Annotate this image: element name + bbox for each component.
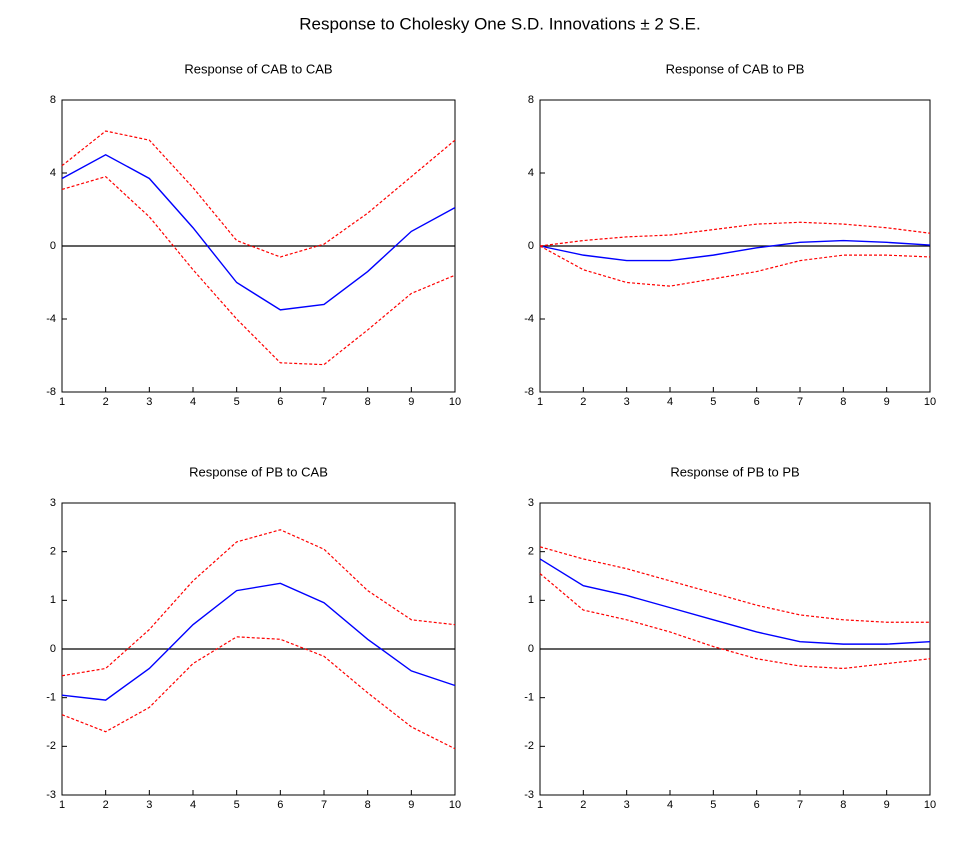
x-tick-label: 1 (59, 396, 65, 408)
y-tick-label: -4 (524, 313, 534, 325)
x-tick-label: 4 (667, 396, 673, 408)
x-tick-label: 4 (667, 799, 673, 811)
x-tick-label: 7 (797, 799, 803, 811)
band-line (539, 221, 931, 247)
x-tick-label: 7 (321, 396, 327, 408)
y-tick-label: 4 (50, 167, 56, 179)
x-tick-label: 9 (408, 799, 414, 811)
x-tick-label: 7 (321, 799, 327, 811)
x-tick-label: 9 (408, 396, 414, 408)
y-tick-label: -1 (524, 692, 534, 704)
x-tick-label: 6 (277, 396, 283, 408)
x-tick-label: 3 (624, 799, 630, 811)
panel-title: Response of PB to CAB (189, 464, 328, 479)
x-tick-label: 1 (537, 799, 543, 811)
x-tick-label: 5 (234, 799, 240, 811)
band-line (539, 573, 931, 670)
band-line (539, 546, 930, 623)
panel-title: Response of CAB to CAB (184, 61, 332, 76)
y-tick-label: -8 (524, 386, 534, 398)
y-tick-label: 4 (528, 167, 534, 179)
x-tick-label: 7 (797, 396, 803, 408)
y-tick-label: -8 (46, 386, 56, 398)
response-line (539, 239, 931, 262)
x-tick-label: 6 (277, 799, 283, 811)
x-tick-label: 6 (754, 396, 760, 408)
x-tick-label: 8 (840, 799, 846, 811)
x-tick-label: 8 (365, 799, 371, 811)
band-line (61, 130, 456, 258)
response-line (61, 153, 456, 311)
y-tick-label: -1 (46, 692, 56, 704)
y-tick-label: 1 (50, 594, 56, 606)
panel-title: Response of CAB to PB (666, 61, 805, 76)
y-tick-label: -4 (46, 313, 56, 325)
x-tick-label: 6 (754, 799, 760, 811)
x-tick-label: 3 (146, 799, 152, 811)
x-tick-label: 10 (924, 799, 936, 811)
panel-title: Response of PB to PB (670, 464, 799, 479)
x-tick-label: 1 (537, 396, 543, 408)
x-tick-label: 2 (103, 396, 109, 408)
y-tick-label: 2 (50, 546, 56, 558)
y-tick-label: -2 (524, 740, 534, 752)
x-tick-label: 4 (190, 396, 196, 408)
x-tick-label: 8 (365, 396, 371, 408)
band-line (539, 245, 931, 287)
x-tick-label: 4 (190, 799, 196, 811)
band-line (61, 175, 456, 366)
y-tick-label: 3 (50, 497, 56, 509)
band-line (61, 529, 456, 677)
y-tick-label: 0 (528, 643, 534, 655)
y-tick-label: 0 (528, 240, 534, 252)
x-tick-label: 1 (59, 799, 65, 811)
x-tick-label: 2 (103, 799, 109, 811)
y-tick-label: 0 (50, 240, 56, 252)
x-tick-label: 10 (449, 396, 461, 408)
y-tick-label: 3 (528, 497, 534, 509)
y-tick-label: -3 (46, 789, 56, 801)
band-line (61, 636, 456, 750)
response-line (539, 558, 931, 645)
y-tick-label: 1 (528, 594, 534, 606)
x-tick-label: 10 (449, 799, 461, 811)
x-tick-label: 3 (146, 396, 152, 408)
x-tick-label: 2 (580, 799, 586, 811)
x-tick-label: 5 (710, 799, 716, 811)
y-tick-label: 0 (50, 643, 56, 655)
main-title: Response to Cholesky One S.D. Innovation… (299, 14, 700, 33)
x-tick-label: 3 (624, 396, 630, 408)
response-line (61, 582, 456, 701)
x-tick-label: 5 (710, 396, 716, 408)
y-tick-label: 8 (50, 94, 56, 106)
x-tick-label: 9 (884, 396, 890, 408)
x-tick-label: 2 (580, 396, 586, 408)
y-tick-label: -3 (524, 789, 534, 801)
y-tick-label: -2 (46, 740, 56, 752)
x-tick-label: 5 (234, 396, 240, 408)
y-tick-label: 2 (528, 546, 534, 558)
x-tick-label: 10 (924, 396, 936, 408)
x-tick-label: 9 (884, 799, 890, 811)
x-tick-label: 8 (840, 396, 846, 408)
y-tick-label: 8 (528, 94, 534, 106)
